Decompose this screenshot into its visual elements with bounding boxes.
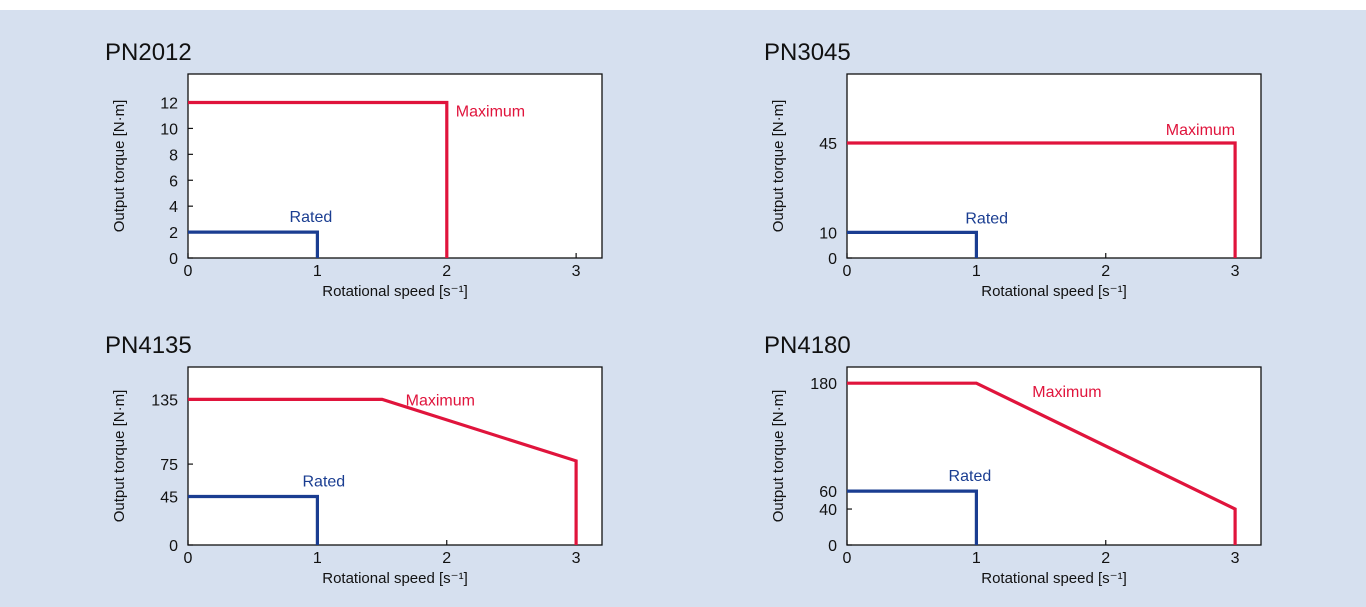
- y-tick-label: 45: [160, 489, 178, 506]
- plot-area: [846, 366, 1262, 546]
- y-tick-label: 135: [151, 392, 178, 409]
- x-tick-label: 3: [572, 263, 581, 280]
- y-tick-label: 12: [160, 96, 178, 113]
- x-tick-label: 1: [313, 263, 322, 280]
- y-tick-label: 180: [810, 376, 837, 393]
- y-tick-label: 8: [169, 147, 178, 164]
- x-tick-label: 0: [184, 263, 193, 280]
- y-tick-label: 40: [819, 502, 837, 519]
- y-tick-label: 4: [169, 199, 178, 216]
- series-line-rated: [847, 230, 979, 258]
- plot-area: [187, 73, 603, 259]
- x-tick-label: 3: [1231, 550, 1240, 567]
- x-tick-label: 3: [572, 550, 581, 567]
- chart-pn3045: PN3045 0 1 2 3 0 10 45 Rotational speed [s⁻¹] Out…: [764, 39, 1262, 300]
- y-axis-label: Output torque [N·m]: [770, 100, 787, 233]
- y-tick-label: 2: [169, 225, 178, 242]
- x-tick-label: 0: [184, 550, 193, 567]
- y-axis-label: Output torque [N·m]: [111, 390, 128, 523]
- plot-area: [187, 366, 603, 546]
- y-axis-label: Output torque [N·m]: [111, 100, 128, 233]
- y-tick-label: 0: [169, 251, 178, 268]
- y-tick-label: 0: [828, 538, 837, 555]
- series-label-maximum: Maximum: [406, 392, 475, 409]
- x-axis-label: Rotational speed [s⁻¹]: [981, 570, 1127, 587]
- y-tick-label: 0: [828, 251, 837, 268]
- x-tick-label: 2: [1101, 263, 1110, 280]
- series-line-maximum: [847, 141, 1237, 258]
- series-line-rated: [188, 230, 319, 258]
- x-tick-label: 3: [1231, 263, 1240, 280]
- x-tick-label: 1: [313, 550, 322, 567]
- chart-title: PN4135: [105, 332, 192, 359]
- series-line-rated: [188, 494, 319, 545]
- series-label-maximum: Maximum: [456, 104, 525, 121]
- x-axis-label: Rotational speed [s⁻¹]: [981, 283, 1127, 300]
- series-line-maximum: [188, 100, 449, 258]
- y-tick-label: 6: [169, 173, 178, 190]
- x-tick-label: 2: [1101, 550, 1110, 567]
- x-tick-label: 1: [972, 263, 981, 280]
- x-tick-label: 1: [972, 550, 981, 567]
- series-label-rated: Rated: [302, 473, 345, 490]
- series-line-maximum: [188, 397, 578, 545]
- series-line-maximum: [847, 381, 1237, 545]
- plot-area: [846, 73, 1262, 259]
- y-tick-label: 10: [160, 121, 178, 138]
- y-tick-label: 60: [819, 484, 837, 501]
- series-label-maximum: Maximum: [1032, 384, 1101, 401]
- x-axis-label: Rotational speed [s⁻¹]: [322, 283, 468, 300]
- x-tick-label: 2: [442, 263, 451, 280]
- series-line-rated: [847, 489, 979, 545]
- y-axis-label: Output torque [N·m]: [770, 390, 787, 523]
- figure-background: PN2012 0 1 2 3 0 2 4 6 8 10 12 Rotational speed [s⁻¹…: [0, 10, 1366, 607]
- chart-title: PN3045: [764, 39, 851, 66]
- series-label-rated: Rated: [949, 468, 992, 485]
- y-tick-label: 10: [819, 225, 837, 242]
- x-axis-label: Rotational speed [s⁻¹]: [322, 570, 468, 587]
- chart-title: PN4180: [764, 332, 851, 359]
- x-tick-label: 0: [843, 263, 852, 280]
- series-label-maximum: Maximum: [1166, 122, 1235, 139]
- y-tick-label: 45: [819, 136, 837, 153]
- y-tick-label: 75: [160, 457, 178, 474]
- chart-pn4135: PN4135 0 1 2 3 0 45 75 135 Rotational speed [s⁻¹]…: [105, 332, 603, 587]
- y-tick-label: 0: [169, 538, 178, 555]
- x-tick-label: 0: [843, 550, 852, 567]
- x-tick-label: 2: [442, 550, 451, 567]
- series-label-rated: Rated: [965, 210, 1008, 227]
- chart-title: PN2012: [105, 39, 192, 66]
- series-label-rated: Rated: [290, 209, 333, 226]
